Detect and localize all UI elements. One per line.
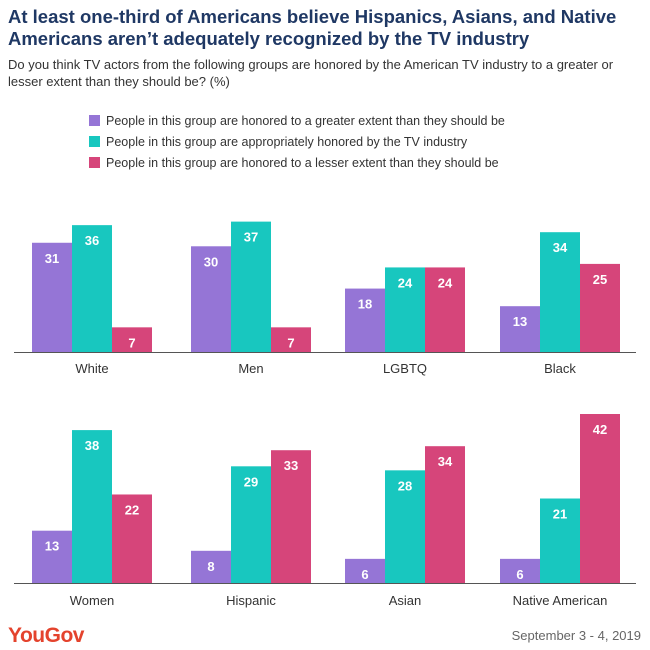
data-label-greater-asian: 6 — [361, 567, 368, 582]
data-label-appropriate-women: 38 — [85, 438, 99, 453]
legend-label-appropriate: People in this group are appropriately h… — [106, 134, 468, 149]
legend-swatch-lesser — [89, 157, 100, 168]
data-label-lesser-men: 7 — [287, 335, 294, 350]
bar-greater-native-american — [500, 558, 540, 583]
data-label-lesser-black: 25 — [593, 272, 607, 287]
bar-greater-white — [32, 242, 72, 352]
category-label-lgbtq: LGBTQ — [383, 361, 427, 376]
legend-label-greater: People in this group are honored to a gr… — [106, 113, 505, 128]
category-label-men: Men — [238, 361, 263, 376]
data-label-lesser-white: 7 — [128, 335, 135, 350]
bar-lesser-men — [271, 327, 311, 352]
data-label-lesser-lgbtq: 24 — [438, 275, 453, 290]
bar-appropriate-women — [72, 430, 112, 583]
bar-lesser-hispanic — [271, 450, 311, 583]
bar-greater-hispanic — [191, 550, 231, 583]
bar-lesser-lgbtq — [425, 267, 465, 352]
legend-item-greater: People in this group are honored to a gr… — [89, 110, 629, 131]
data-label-appropriate-white: 36 — [85, 233, 99, 248]
data-label-greater-black: 13 — [513, 314, 527, 329]
legend-item-lesser: People in this group are honored to a le… — [89, 152, 629, 173]
category-label-asian: Asian — [389, 593, 422, 608]
chart-title: At least one-third of Americans believe … — [8, 6, 617, 49]
chart-subtitle: Do you think TV actors from the followin… — [8, 57, 614, 89]
data-label-appropriate-asian: 28 — [398, 478, 412, 493]
bar-lesser-white — [112, 327, 152, 352]
bar-appropriate-black — [540, 232, 580, 352]
bar-appropriate-men — [231, 221, 271, 352]
bar-appropriate-native-american — [540, 498, 580, 583]
data-label-lesser-women: 22 — [125, 502, 139, 517]
bar-lesser-native-american — [580, 414, 620, 583]
data-label-lesser-hispanic: 33 — [284, 458, 298, 473]
legend-swatch-greater — [89, 115, 100, 126]
bar-greater-men — [191, 246, 231, 352]
bar-lesser-women — [112, 494, 152, 583]
data-label-lesser-native-american: 42 — [593, 422, 607, 437]
data-label-lesser-asian: 34 — [438, 454, 453, 469]
bar-appropriate-asian — [385, 470, 425, 583]
bar-greater-asian — [345, 558, 385, 583]
data-label-greater-native-american: 6 — [516, 567, 523, 582]
chart-legend: People in this group are honored to a gr… — [89, 110, 629, 173]
yougov-logo: YouGov — [8, 624, 84, 647]
data-label-appropriate-native-american: 21 — [553, 507, 567, 522]
data-label-greater-women: 13 — [45, 539, 59, 554]
data-label-greater-white: 31 — [45, 251, 59, 266]
bar-greater-black — [500, 306, 540, 352]
data-label-appropriate-hispanic: 29 — [244, 474, 258, 489]
bar-appropriate-hispanic — [231, 466, 271, 583]
bar-lesser-asian — [425, 446, 465, 583]
bar-appropriate-lgbtq — [385, 267, 425, 352]
legend-swatch-appropriate — [89, 136, 100, 147]
bar-appropriate-white — [72, 225, 112, 352]
bar-lesser-black — [580, 263, 620, 352]
bar-greater-lgbtq — [345, 288, 385, 352]
data-label-appropriate-men: 37 — [244, 230, 258, 245]
category-label-white: White — [75, 361, 108, 376]
data-label-greater-lgbtq: 18 — [358, 297, 372, 312]
data-label-greater-hispanic: 8 — [207, 559, 214, 574]
data-label-appropriate-lgbtq: 24 — [398, 275, 413, 290]
category-label-women: Women — [70, 593, 115, 608]
category-label-black: Black — [544, 361, 576, 376]
survey-date: September 3 - 4, 2019 — [511, 628, 641, 643]
legend-label-lesser: People in this group are honored to a le… — [106, 155, 499, 170]
category-label-hispanic: Hispanic — [226, 593, 276, 608]
bar-greater-women — [32, 530, 72, 583]
data-label-greater-men: 30 — [204, 254, 218, 269]
category-label-native-american: Native American — [513, 593, 608, 608]
data-label-appropriate-black: 34 — [553, 240, 568, 255]
legend-item-appropriate: People in this group are appropriately h… — [89, 131, 629, 152]
